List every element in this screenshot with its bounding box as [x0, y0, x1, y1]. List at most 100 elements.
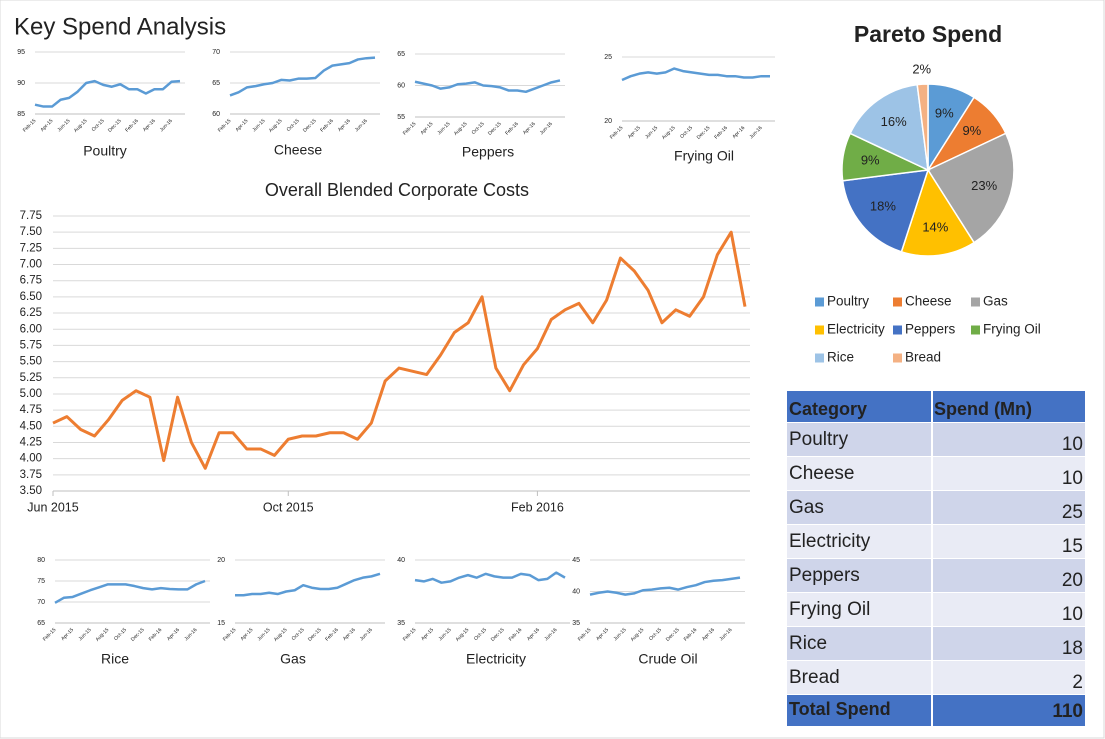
legend-label: Peppers: [905, 322, 956, 337]
x-tick-label: Jun 2015: [27, 500, 78, 514]
series-line: [414, 571, 566, 584]
y-tick-label: 20: [217, 557, 225, 564]
chart-title: Cheese: [274, 142, 322, 158]
y-tick-label: 25: [604, 54, 612, 61]
y-tick-label: 45: [572, 557, 580, 564]
y-tick-label: 60: [212, 111, 220, 118]
y-tick-label: 20: [604, 118, 612, 125]
pie-slice: [841, 169, 930, 253]
table-cell: 18: [1062, 638, 1083, 659]
table-cell: Frying Oil: [789, 599, 870, 620]
table-cell: 25: [1062, 502, 1083, 523]
legend-swatch: [971, 297, 980, 307]
y-tick-label: 7.25: [20, 242, 42, 254]
legend-swatch: [815, 297, 824, 307]
data-label: 18%: [870, 199, 896, 214]
y-tick-label: 6.25: [20, 307, 42, 319]
series-line: [54, 579, 206, 604]
y-tick-label: 40: [572, 588, 580, 595]
legend-swatch: [893, 353, 902, 363]
y-tick-label: 6.75: [20, 275, 42, 287]
table-cell: 20: [1062, 570, 1083, 591]
series-line: [52, 230, 747, 470]
chart-title: Rice: [101, 651, 129, 667]
table-cell: Peppers: [789, 565, 860, 586]
legend-swatch: [815, 353, 824, 363]
y-tick-label: 70: [37, 599, 45, 606]
y-tick-label: 35: [397, 620, 405, 627]
y-tick-label: 6.50: [20, 291, 42, 303]
table-row-bg: [787, 423, 1085, 456]
table-header: Spend (Mn): [934, 399, 1032, 419]
chart-title: Electricity: [466, 651, 526, 667]
series-line: [414, 79, 561, 94]
table-cell: Poultry: [789, 429, 849, 450]
table-cell: Rice: [789, 633, 827, 654]
legend-label: Cheese: [905, 294, 952, 309]
legend-swatch: [893, 325, 902, 335]
pie-slice: [900, 168, 976, 257]
table-cell: 10: [1062, 468, 1083, 489]
table-cell: Cheese: [789, 463, 855, 484]
series-line: [589, 576, 741, 596]
table-row-bg: [787, 593, 1085, 626]
series-line: [229, 56, 376, 97]
y-tick-label: 3.50: [20, 485, 42, 497]
legend-label: Poultry: [827, 294, 869, 309]
x-tick-label: Feb 2016: [511, 500, 564, 514]
y-tick-label: 75: [37, 578, 45, 585]
y-tick-label: 7.50: [20, 226, 42, 238]
y-tick-label: 90: [17, 80, 25, 87]
y-tick-label: 4.75: [20, 404, 42, 416]
table-cell: Bread: [789, 667, 840, 688]
y-tick-label: 60: [397, 82, 405, 89]
table-footer: 110: [1052, 701, 1083, 722]
y-tick-label: 35: [572, 620, 580, 627]
chart-title: Pareto Spend: [854, 21, 1002, 47]
series-line: [235, 572, 381, 597]
data-label: 9%: [935, 105, 954, 120]
y-tick-label: 15: [217, 620, 225, 627]
data-label: 16%: [881, 114, 907, 129]
pie-slice: [849, 83, 929, 172]
legend-label: Electricity: [827, 322, 885, 337]
table-cell: 10: [1062, 604, 1083, 625]
chart-title: Peppers: [462, 144, 514, 160]
chart-title: Poultry: [83, 143, 127, 159]
y-tick-label: 7.00: [20, 259, 42, 271]
y-tick-label: 5.25: [20, 372, 42, 384]
series-line: [34, 79, 181, 108]
legend-swatch: [971, 325, 980, 335]
table-cell: Gas: [789, 497, 824, 518]
chart-title: Gas: [280, 651, 306, 667]
chart-title: Frying Oil: [674, 148, 734, 164]
table-cell: 10: [1062, 434, 1083, 455]
y-tick-label: 3.75: [20, 469, 42, 481]
y-tick-label: 65: [37, 620, 45, 627]
data-label: 9%: [861, 152, 880, 167]
table-row-bg: [787, 457, 1085, 490]
y-tick-label: 7.75: [20, 210, 42, 222]
table-row-bg: [787, 559, 1085, 592]
x-tick-label: Oct 2015: [263, 500, 314, 514]
y-tick-label: 65: [212, 80, 220, 87]
table-cell: Electricity: [789, 531, 871, 552]
y-tick-label: 5.00: [20, 388, 42, 400]
table-row-bg: [787, 627, 1085, 660]
y-tick-label: 4.00: [20, 453, 42, 465]
y-tick-label: 55: [397, 114, 405, 121]
legend-swatch: [815, 325, 824, 335]
legend-label: Gas: [983, 294, 1008, 309]
y-tick-label: 70: [212, 49, 220, 56]
series-line: [621, 67, 770, 82]
y-tick-label: 65: [397, 51, 405, 58]
page-title: Key Spend Analysis: [14, 13, 226, 40]
table-cell: 15: [1062, 536, 1083, 557]
chart-title: Overall Blended Corporate Costs: [265, 180, 529, 200]
legend-label: Bread: [905, 350, 941, 365]
table-row-bg: [787, 525, 1085, 558]
y-tick-label: 4.25: [20, 437, 42, 449]
y-tick-label: 40: [397, 557, 405, 564]
table-footer-bg: [787, 695, 1085, 726]
legend-swatch: [893, 297, 902, 307]
